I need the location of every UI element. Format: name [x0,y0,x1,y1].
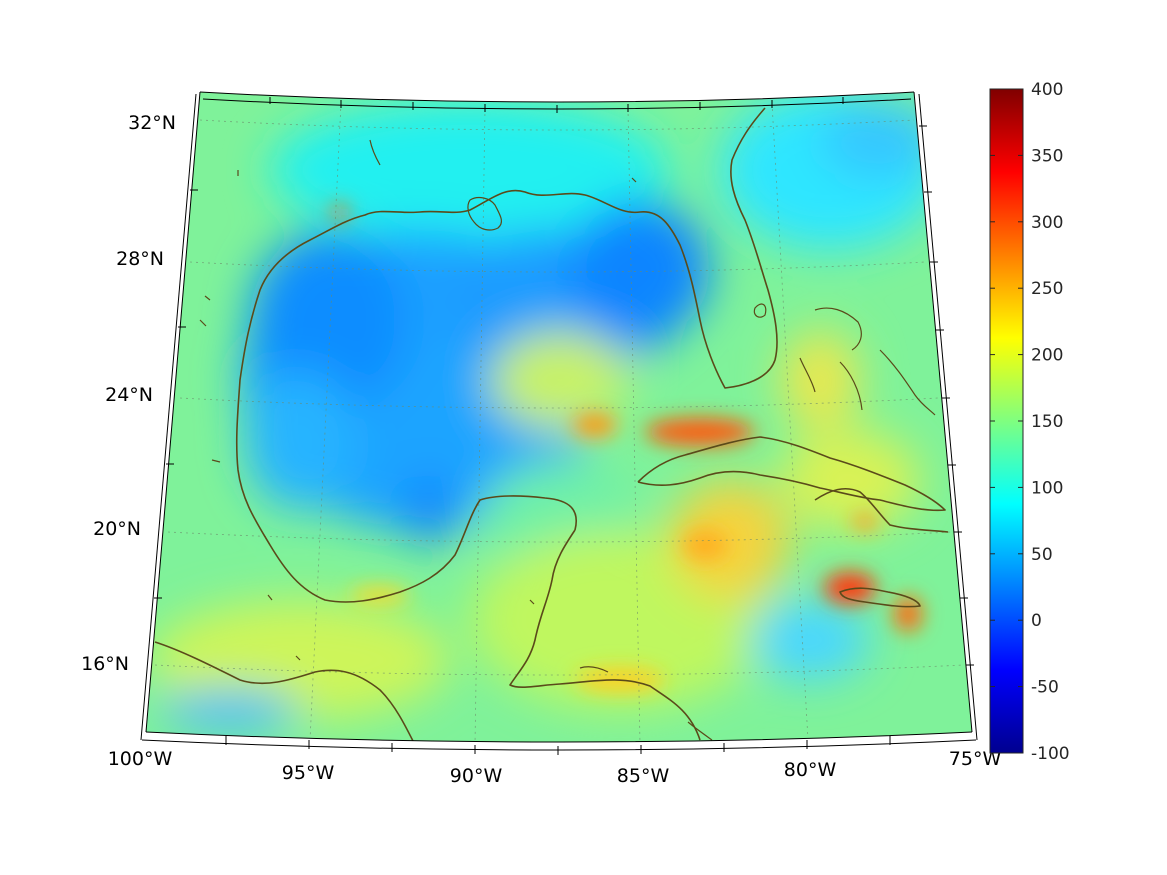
lon-label-85: 85°W [617,765,670,787]
lon-label-75: 75°W [949,748,1002,770]
colorbar-tick-label: -50 [1031,678,1059,698]
colorbar-tick-label: 300 [1031,213,1063,233]
lat-tick-labels: 32°N 28°N 24°N 20°N 16°N [81,112,176,675]
colorbar-tick-label: 50 [1031,545,1053,565]
colorbar-tick-label: 200 [1031,346,1063,366]
lat-label-32: 32°N [128,112,176,134]
graticule [154,102,964,742]
lat-label-28: 28°N [116,248,164,270]
coastlines [154,107,949,742]
colorbar-tick-label: -100 [1031,744,1070,764]
lat-label-20: 20°N [93,518,141,540]
colorbar-tick-label: 400 [1031,80,1063,100]
lon-tick-labels: 100°W 95°W 90°W 85°W 80°W 75°W [108,748,1002,787]
colorbar-tick-label: 250 [1031,279,1063,299]
colorbar-tick-label: 100 [1031,478,1063,498]
colorbar: 400 350 300 250 200 150 100 50 0 -50 -100 [989,80,1070,764]
lon-label-95: 95°W [282,762,335,784]
lon-label-100: 100°W [108,748,173,770]
colorbar-ticks: 400 350 300 250 200 150 100 50 0 -50 -100 [990,80,1070,764]
lat-label-16: 16°N [81,653,129,675]
data-field [146,92,972,742]
colorbar-tick-label: 0 [1031,611,1042,631]
lat-label-24: 24°N [105,384,153,406]
lon-label-80: 80°W [784,759,837,781]
colorbar-tick-label: 350 [1031,146,1063,166]
colorbar-tick-label: 150 [1031,412,1063,432]
lon-label-90: 90°W [450,765,503,787]
map-frame [140,91,978,755]
